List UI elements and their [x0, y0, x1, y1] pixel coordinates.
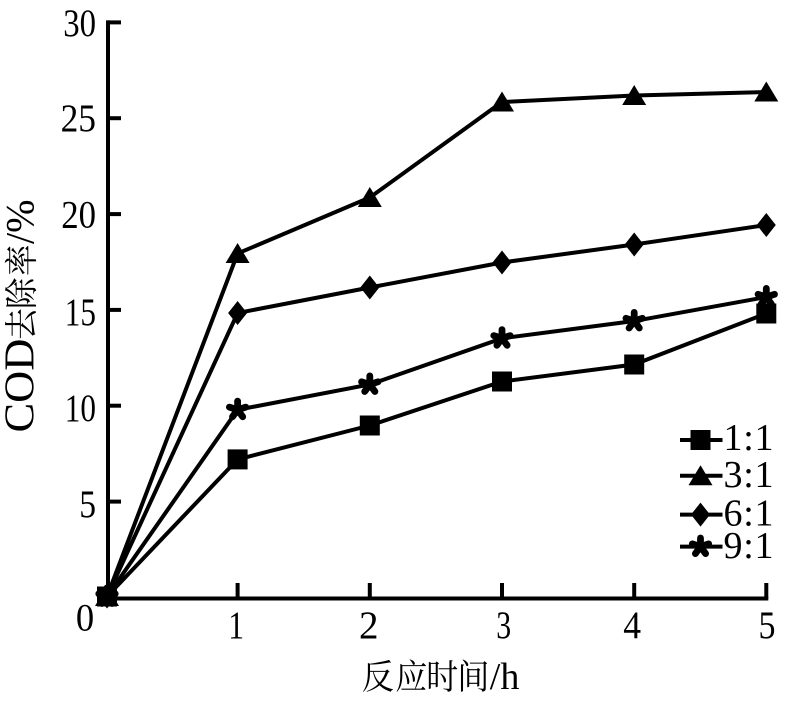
svg-text:15: 15 [65, 291, 96, 334]
svg-text:/h: /h [490, 656, 520, 698]
svg-text:3: 3 [496, 604, 511, 647]
svg-text:4: 4 [623, 604, 641, 647]
svg-text:6:1: 6:1 [724, 493, 775, 535]
svg-text:9:1: 9:1 [724, 525, 775, 567]
svg-text:30: 30 [63, 2, 96, 45]
svg-text:2: 2 [359, 604, 379, 647]
svg-text:10: 10 [65, 387, 96, 430]
svg-text:1:1: 1:1 [724, 417, 775, 459]
svg-text:5: 5 [759, 604, 776, 647]
svg-text:3:1: 3:1 [724, 454, 775, 496]
svg-text:5: 5 [79, 483, 96, 526]
svg-text:COD: COD [0, 339, 44, 433]
svg-text:1: 1 [228, 604, 244, 647]
svg-text:20: 20 [61, 194, 96, 237]
svg-text:25: 25 [61, 97, 96, 140]
svg-text:/%: /% [0, 200, 43, 244]
svg-text:0: 0 [76, 597, 94, 640]
